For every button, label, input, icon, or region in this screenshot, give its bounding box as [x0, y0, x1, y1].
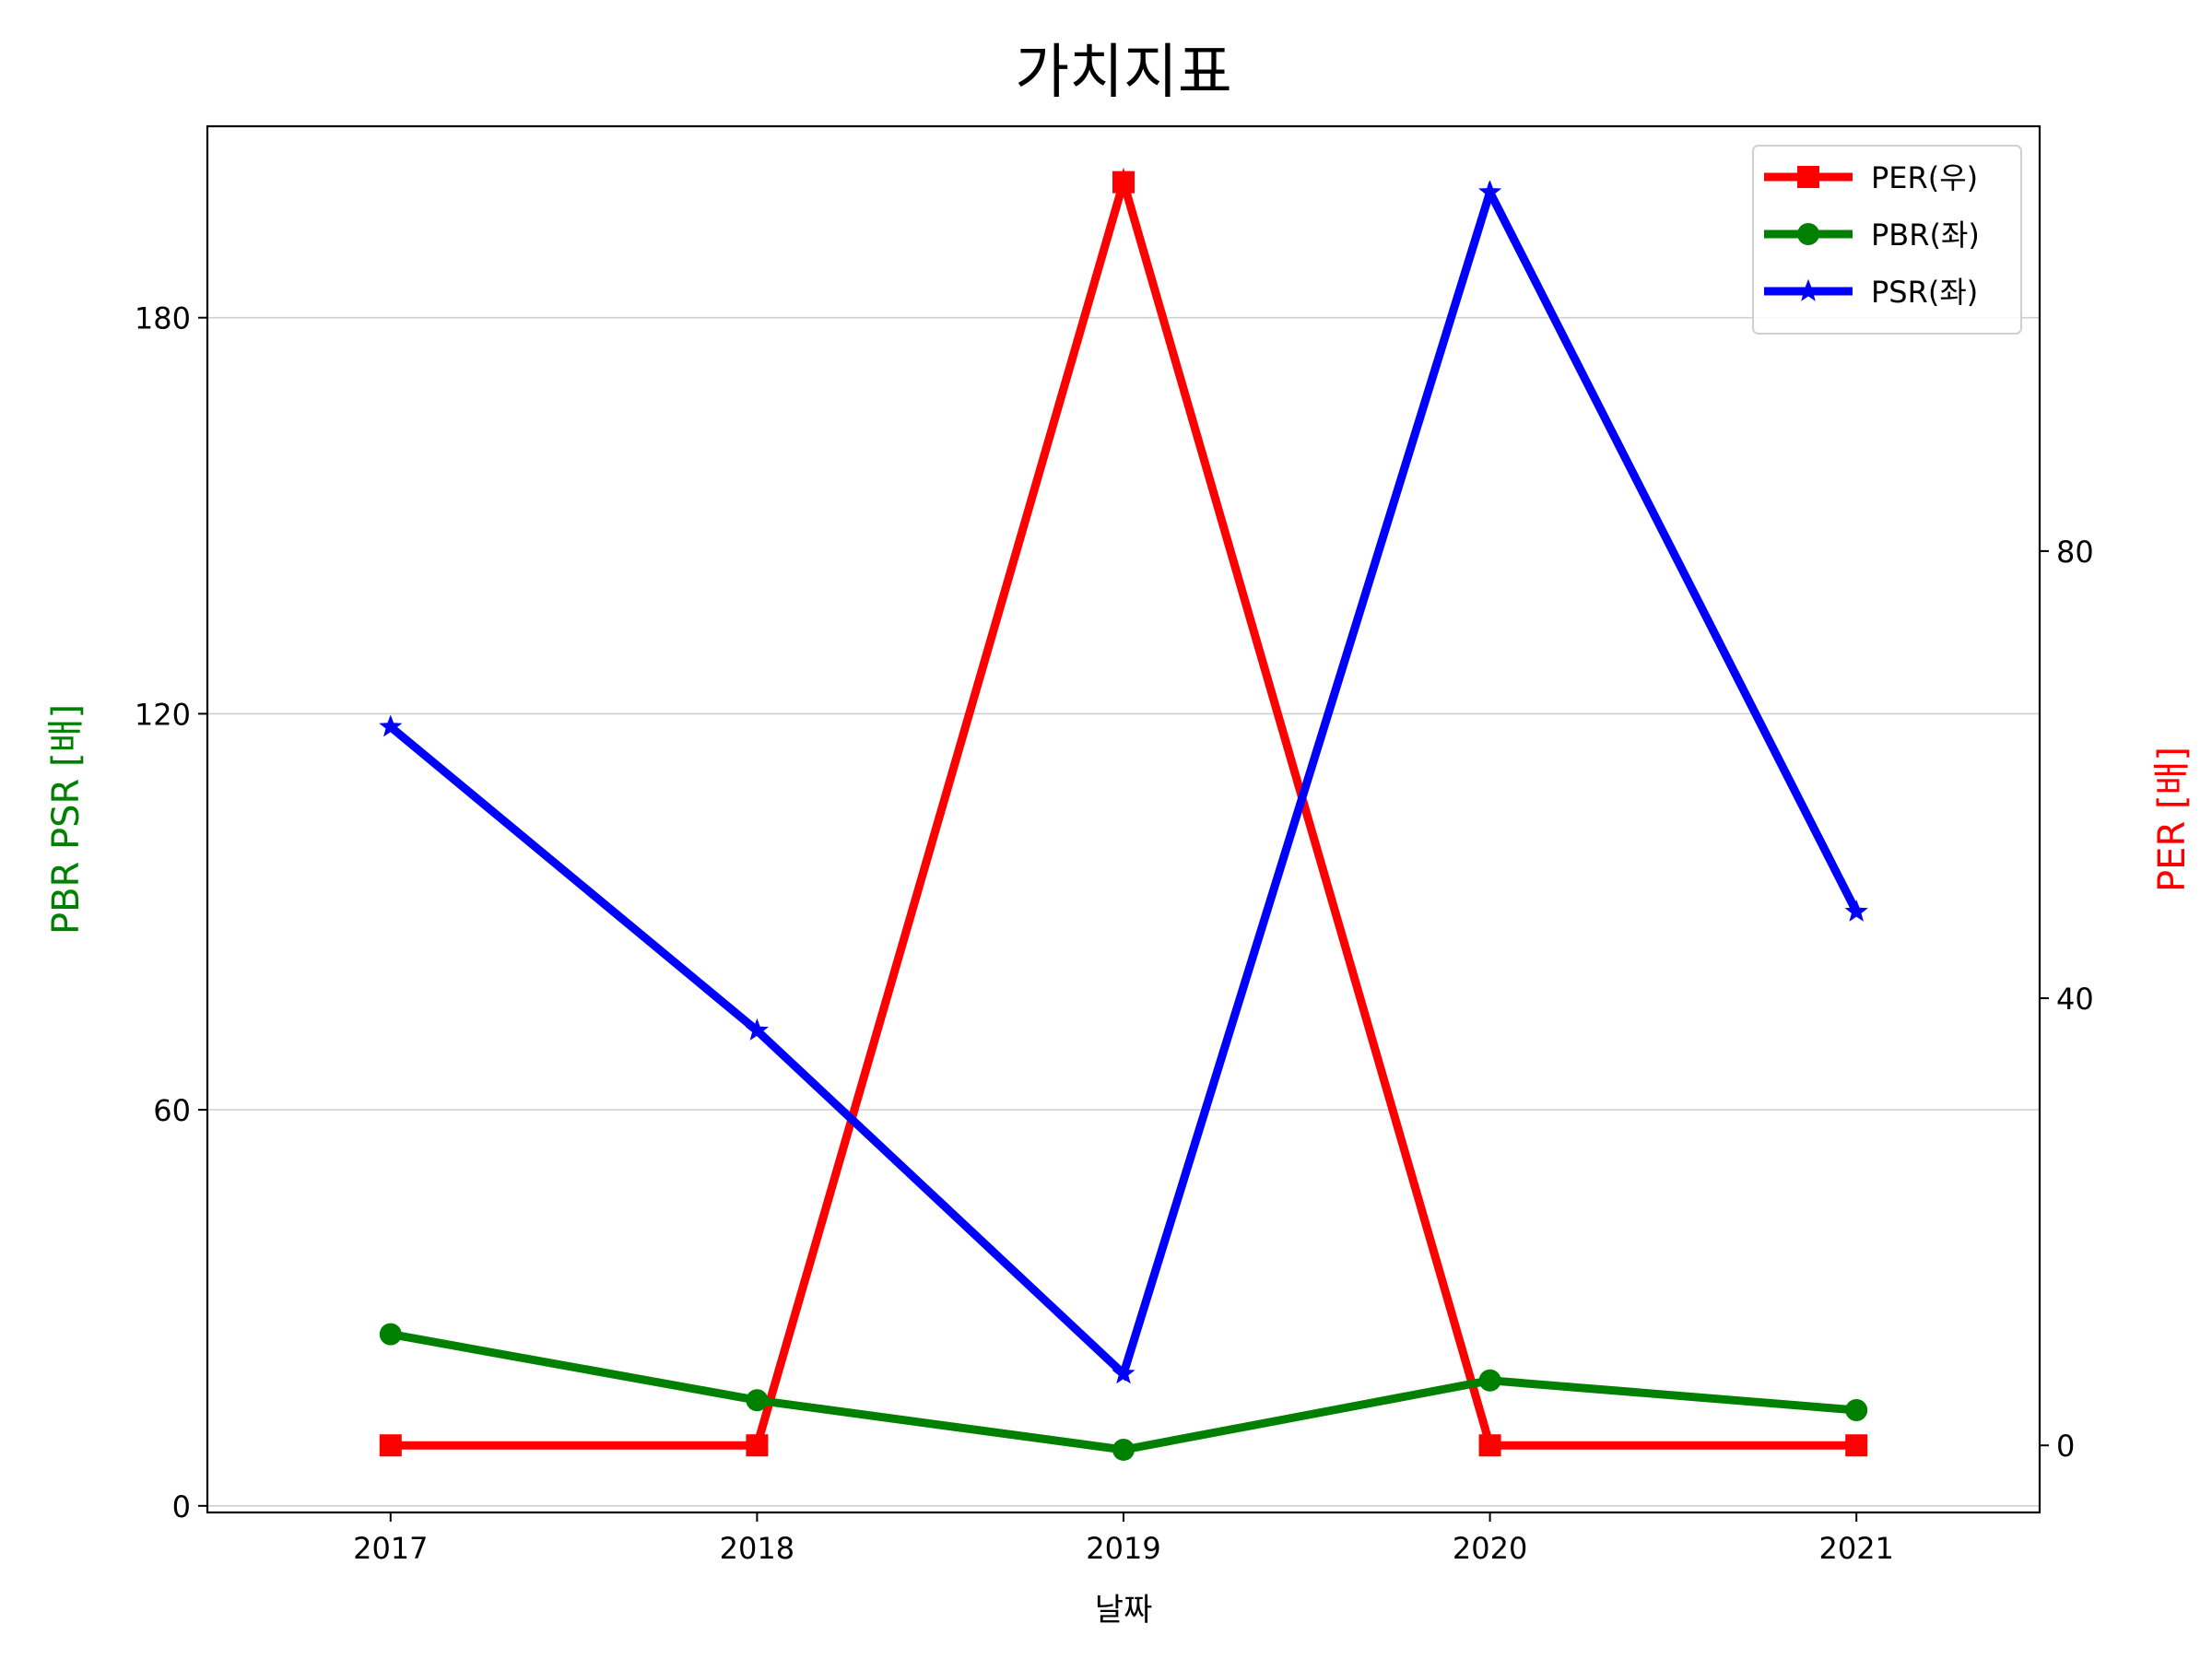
y-right-axis-label: PER [배] — [2151, 747, 2194, 892]
data-point-circle — [1112, 1438, 1135, 1461]
legend: PER(우) PBR(좌) PSR(좌) — [1752, 145, 2022, 335]
y-left-tick-label: 120 — [135, 697, 191, 732]
series-group — [379, 167, 1868, 1461]
y-left-tick-label: 60 — [153, 1093, 191, 1128]
series-PER(우) — [379, 167, 1868, 1457]
x-tick-label: 2017 — [353, 1531, 428, 1566]
data-point-circle — [1478, 1369, 1501, 1392]
data-point-circle — [746, 1389, 769, 1412]
data-point-square — [1797, 166, 1819, 188]
legend-label: PER(우) — [1871, 160, 1978, 195]
data-point-circle — [379, 1323, 402, 1346]
y-left-tick-label: 0 — [172, 1489, 191, 1524]
x-tick-label: 2021 — [1818, 1531, 1893, 1566]
x-tick-label: 2020 — [1453, 1531, 1527, 1566]
data-point-star — [1112, 1361, 1135, 1384]
data-point-square — [1112, 171, 1135, 194]
x-axis-label: 날짜 — [1095, 1592, 1153, 1629]
axes: 0 60 120 180 0 40 80 2017 2018 2019 2020 2021 — [135, 301, 2094, 1566]
data-point-star — [379, 714, 403, 737]
data-point-star — [1844, 900, 1868, 922]
x-tick-label: 2019 — [1086, 1531, 1160, 1566]
data-point-square — [379, 1434, 402, 1457]
y-right-tick-label: 80 — [2056, 535, 2094, 570]
series-PBR(좌) — [379, 1323, 1868, 1461]
data-point-square — [746, 1434, 769, 1457]
series-PSR(좌) — [379, 180, 1868, 1384]
y-left-axis-label: PBR PSR [배] — [45, 704, 88, 935]
legend-frame — [1752, 145, 2022, 335]
data-point-square — [1478, 1434, 1501, 1457]
x-tick-label: 2018 — [720, 1531, 794, 1566]
y-right-tick-label: 40 — [2056, 982, 2094, 1017]
legend-label: PSR(좌) — [1871, 275, 1978, 310]
data-point-star — [1478, 180, 1502, 203]
grid — [207, 316, 2040, 1507]
data-point-square — [1845, 1434, 1868, 1457]
data-point-circle — [1797, 223, 1819, 245]
y-right-tick-label: 0 — [2056, 1429, 2075, 1464]
y-left-tick-label: 180 — [135, 301, 191, 336]
legend-label: PBR(좌) — [1871, 218, 1980, 253]
chart-title: 가치지표 — [1015, 39, 1232, 107]
data-point-star — [1796, 278, 1820, 301]
data-point-circle — [1845, 1398, 1868, 1421]
data-point-star — [745, 1018, 769, 1041]
